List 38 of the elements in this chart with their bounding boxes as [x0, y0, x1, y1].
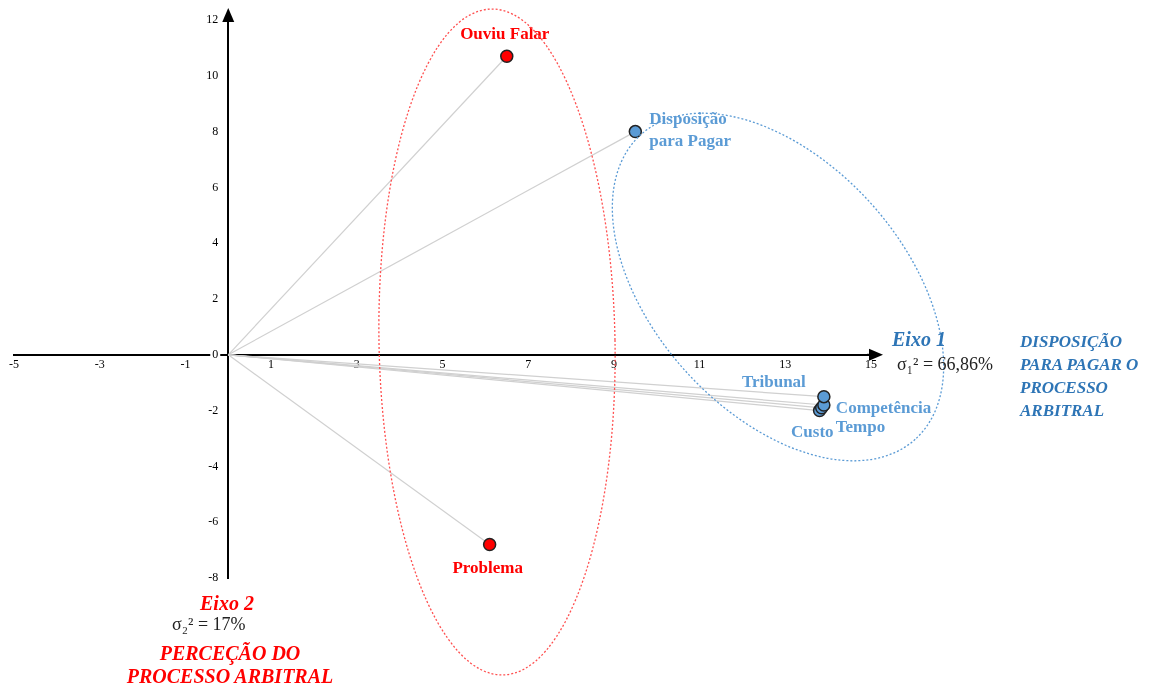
series-label: Tribunal — [741, 372, 807, 392]
text: σ₂² = 17% — [172, 614, 246, 635]
y-tick-label: -8 — [208, 570, 219, 585]
text: PERCEÇÃO DO PROCESSO ARBITRAL — [125, 642, 335, 688]
y-tick-label: -6 — [208, 514, 219, 529]
series-label: Competência — [835, 398, 932, 418]
x-tick-label: 1 — [268, 357, 275, 372]
point — [817, 389, 831, 404]
x-tick-label: 7 — [525, 357, 532, 372]
text: DISPOSIÇÃO PARA PAGAR O PROCESSO ARBITRAL — [1020, 331, 1140, 422]
y-tick-label: 0 — [212, 346, 219, 361]
x-tick-label: 5 — [439, 357, 446, 372]
series-label: Custo — [791, 421, 834, 441]
y-tick-label: 10 — [206, 67, 219, 82]
x-tick-label: -3 — [94, 357, 105, 372]
x-tick-label: -5 — [9, 357, 19, 372]
x-tick-label: 9 — [610, 357, 617, 372]
y-tick-label: 6 — [212, 179, 219, 194]
text: σ₁² = 66,86% — [897, 354, 994, 375]
point — [628, 124, 643, 139]
y-tick-label: 8 — [212, 123, 219, 138]
y-tick-label: -4 — [208, 458, 219, 473]
point — [482, 537, 497, 552]
series-label: Tempo — [835, 417, 886, 437]
text: Eixo 2 — [200, 592, 254, 615]
x-tick-label: -1 — [180, 357, 191, 372]
y-tick-label: 4 — [212, 235, 219, 250]
y-tick-label: 12 — [206, 12, 219, 27]
point — [500, 49, 514, 64]
y-tick-label: -2 — [208, 402, 219, 417]
x-tick-label: 13 — [779, 357, 792, 372]
x-tick-label: 11 — [693, 357, 706, 372]
x-tick-label: 15 — [865, 357, 877, 372]
text: Eixo 1 — [892, 328, 946, 351]
series-label: Problema — [452, 557, 524, 577]
y-tick-label: 2 — [212, 291, 219, 306]
series-label: Disposição para Pagar — [649, 108, 732, 150]
series-label: Ouviu Falar — [460, 23, 550, 43]
